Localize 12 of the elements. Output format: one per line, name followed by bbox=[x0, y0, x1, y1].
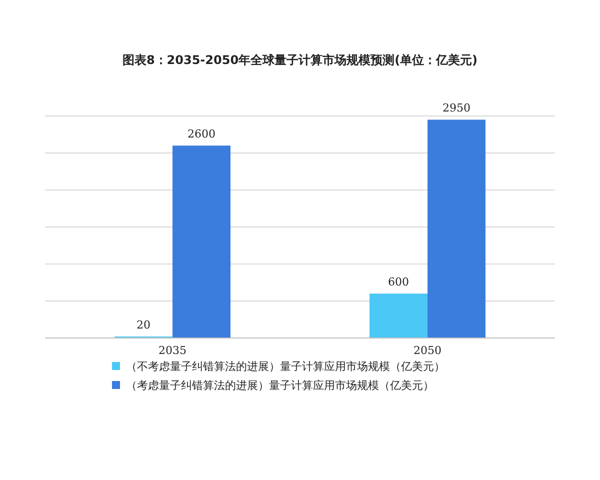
data-label: 600 bbox=[388, 276, 409, 289]
x-tick-label: 2035 bbox=[158, 344, 186, 357]
bar bbox=[370, 294, 428, 338]
legend-label: （不考虑量子纠错算法的进展）量子计算应用市场规模（亿美元） bbox=[126, 360, 445, 373]
bar bbox=[172, 146, 230, 338]
chart-title: 图表8：2035-2050年全球量子计算市场规模预测(单位：亿美元) bbox=[122, 53, 478, 67]
data-label: 2600 bbox=[188, 128, 216, 141]
data-label: 2950 bbox=[442, 102, 470, 115]
x-tick-label: 2050 bbox=[414, 344, 442, 357]
bar bbox=[428, 120, 486, 338]
legend-label: （考虑量子纠错算法的进展）量子计算应用市场规模（亿美元） bbox=[126, 379, 434, 392]
data-label: 20 bbox=[136, 318, 150, 332]
